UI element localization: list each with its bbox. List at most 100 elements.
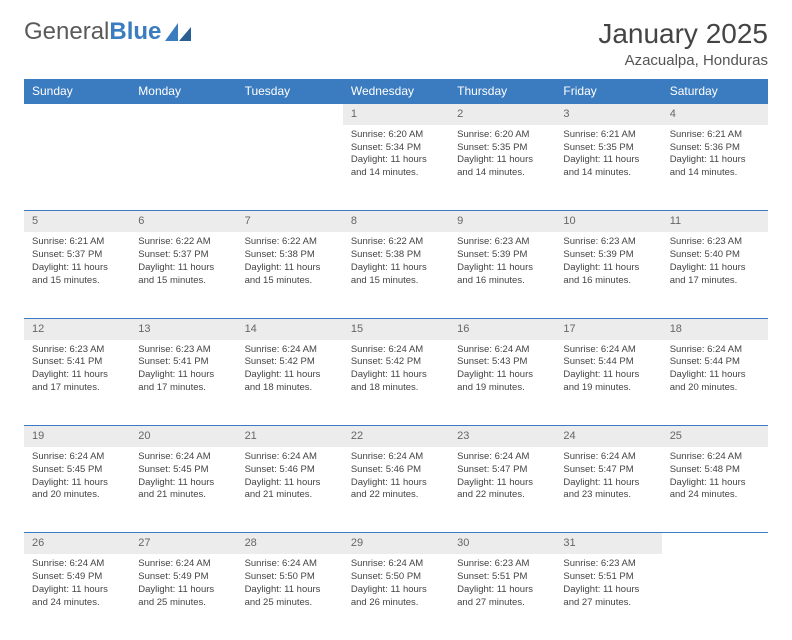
day-cell: Sunrise: 6:24 AMSunset: 5:47 PMDaylight:… — [449, 447, 555, 533]
day-cell: Sunrise: 6:24 AMSunset: 5:46 PMDaylight:… — [237, 447, 343, 533]
page-header: GeneralBlue January 2025 Azacualpa, Hond… — [24, 18, 768, 69]
sunrise-line: Sunrise: 6:24 AM — [138, 558, 228, 571]
daylight-line-1: Daylight: 11 hours — [32, 584, 122, 597]
daylight-line-2: and 27 minutes. — [457, 597, 547, 610]
day-cell: Sunrise: 6:24 AMSunset: 5:48 PMDaylight:… — [662, 447, 768, 533]
day-number: 10 — [555, 211, 661, 232]
sunrise-line: Sunrise: 6:23 AM — [563, 236, 653, 249]
sunrise-line: Sunrise: 6:24 AM — [351, 344, 441, 357]
daylight-line-2: and 18 minutes. — [245, 382, 335, 395]
weekday-header: Wednesday — [343, 79, 449, 104]
daylight-line-1: Daylight: 11 hours — [138, 477, 228, 490]
day-cell: Sunrise: 6:24 AMSunset: 5:46 PMDaylight:… — [343, 447, 449, 533]
daylight-line-1: Daylight: 11 hours — [351, 154, 441, 167]
day-number: 11 — [662, 211, 768, 232]
sunrise-line: Sunrise: 6:24 AM — [245, 344, 335, 357]
daylight-line-2: and 25 minutes. — [138, 597, 228, 610]
sunrise-line: Sunrise: 6:23 AM — [32, 344, 122, 357]
daylight-line-1: Daylight: 11 hours — [670, 154, 760, 167]
daylight-line-2: and 14 minutes. — [351, 167, 441, 180]
sunrise-line: Sunrise: 6:20 AM — [351, 129, 441, 142]
day-cell: Sunrise: 6:20 AMSunset: 5:35 PMDaylight:… — [449, 125, 555, 211]
sunset-line: Sunset: 5:38 PM — [351, 249, 441, 262]
sunset-line: Sunset: 5:51 PM — [457, 571, 547, 584]
day-number-row: 19202122232425 — [24, 426, 768, 447]
daylight-line-1: Daylight: 11 hours — [32, 262, 122, 275]
sunrise-line: Sunrise: 6:23 AM — [563, 558, 653, 571]
day-cell: Sunrise: 6:24 AMSunset: 5:50 PMDaylight:… — [237, 554, 343, 640]
empty-daynum — [24, 104, 130, 125]
sunset-line: Sunset: 5:43 PM — [457, 356, 547, 369]
day-number: 4 — [662, 104, 768, 125]
sail-icon — [165, 23, 191, 41]
day-number: 17 — [555, 318, 661, 339]
day-cell: Sunrise: 6:22 AMSunset: 5:37 PMDaylight:… — [130, 232, 236, 318]
day-cell: Sunrise: 6:24 AMSunset: 5:44 PMDaylight:… — [662, 340, 768, 426]
empty-cell — [130, 125, 236, 211]
day-cell: Sunrise: 6:24 AMSunset: 5:42 PMDaylight:… — [237, 340, 343, 426]
sunrise-line: Sunrise: 6:24 AM — [32, 558, 122, 571]
daylight-line-1: Daylight: 11 hours — [563, 477, 653, 490]
day-cell: Sunrise: 6:24 AMSunset: 5:50 PMDaylight:… — [343, 554, 449, 640]
sunset-line: Sunset: 5:39 PM — [563, 249, 653, 262]
weekday-header: Thursday — [449, 79, 555, 104]
daylight-line-2: and 21 minutes. — [138, 489, 228, 502]
sunset-line: Sunset: 5:36 PM — [670, 142, 760, 155]
sunrise-line: Sunrise: 6:24 AM — [32, 451, 122, 464]
day-number: 21 — [237, 426, 343, 447]
daylight-line-1: Daylight: 11 hours — [670, 477, 760, 490]
brand-logo: GeneralBlue — [24, 18, 191, 46]
sunrise-line: Sunrise: 6:23 AM — [457, 558, 547, 571]
day-content-row: Sunrise: 6:24 AMSunset: 5:45 PMDaylight:… — [24, 447, 768, 533]
day-cell: Sunrise: 6:21 AMSunset: 5:37 PMDaylight:… — [24, 232, 130, 318]
weekday-header: Tuesday — [237, 79, 343, 104]
day-number: 8 — [343, 211, 449, 232]
daylight-line-1: Daylight: 11 hours — [457, 477, 547, 490]
brand-word-2: Blue — [109, 18, 161, 45]
day-number: 6 — [130, 211, 236, 232]
daylight-line-2: and 17 minutes. — [138, 382, 228, 395]
daylight-line-1: Daylight: 11 hours — [245, 477, 335, 490]
daylight-line-2: and 16 minutes. — [457, 275, 547, 288]
daylight-line-2: and 25 minutes. — [245, 597, 335, 610]
empty-cell — [237, 125, 343, 211]
daylight-line-1: Daylight: 11 hours — [563, 369, 653, 382]
sunset-line: Sunset: 5:35 PM — [563, 142, 653, 155]
sunrise-line: Sunrise: 6:24 AM — [245, 451, 335, 464]
sunset-line: Sunset: 5:49 PM — [138, 571, 228, 584]
sunset-line: Sunset: 5:49 PM — [32, 571, 122, 584]
sunrise-line: Sunrise: 6:24 AM — [670, 451, 760, 464]
day-number: 12 — [24, 318, 130, 339]
sunrise-line: Sunrise: 6:23 AM — [670, 236, 760, 249]
sunset-line: Sunset: 5:46 PM — [351, 464, 441, 477]
day-number: 20 — [130, 426, 236, 447]
day-content-row: Sunrise: 6:21 AMSunset: 5:37 PMDaylight:… — [24, 232, 768, 318]
day-number: 30 — [449, 533, 555, 554]
day-number: 22 — [343, 426, 449, 447]
sunset-line: Sunset: 5:38 PM — [245, 249, 335, 262]
daylight-line-1: Daylight: 11 hours — [563, 262, 653, 275]
day-cell: Sunrise: 6:23 AMSunset: 5:51 PMDaylight:… — [449, 554, 555, 640]
daylight-line-2: and 15 minutes. — [32, 275, 122, 288]
daylight-line-2: and 27 minutes. — [563, 597, 653, 610]
day-content-row: Sunrise: 6:23 AMSunset: 5:41 PMDaylight:… — [24, 340, 768, 426]
sunset-line: Sunset: 5:35 PM — [457, 142, 547, 155]
day-cell: Sunrise: 6:20 AMSunset: 5:34 PMDaylight:… — [343, 125, 449, 211]
daylight-line-1: Daylight: 11 hours — [32, 369, 122, 382]
daylight-line-2: and 15 minutes. — [351, 275, 441, 288]
daylight-line-2: and 23 minutes. — [563, 489, 653, 502]
daylight-line-2: and 21 minutes. — [245, 489, 335, 502]
calendar-table: SundayMondayTuesdayWednesdayThursdayFrid… — [24, 79, 768, 640]
day-cell: Sunrise: 6:24 AMSunset: 5:45 PMDaylight:… — [130, 447, 236, 533]
empty-daynum — [130, 104, 236, 125]
weekday-header: Monday — [130, 79, 236, 104]
daylight-line-1: Daylight: 11 hours — [138, 262, 228, 275]
daylight-line-2: and 22 minutes. — [457, 489, 547, 502]
sunset-line: Sunset: 5:45 PM — [138, 464, 228, 477]
sunrise-line: Sunrise: 6:21 AM — [32, 236, 122, 249]
day-cell: Sunrise: 6:23 AMSunset: 5:41 PMDaylight:… — [24, 340, 130, 426]
day-number: 31 — [555, 533, 661, 554]
day-cell: Sunrise: 6:24 AMSunset: 5:49 PMDaylight:… — [24, 554, 130, 640]
daylight-line-1: Daylight: 11 hours — [670, 369, 760, 382]
daylight-line-1: Daylight: 11 hours — [351, 262, 441, 275]
